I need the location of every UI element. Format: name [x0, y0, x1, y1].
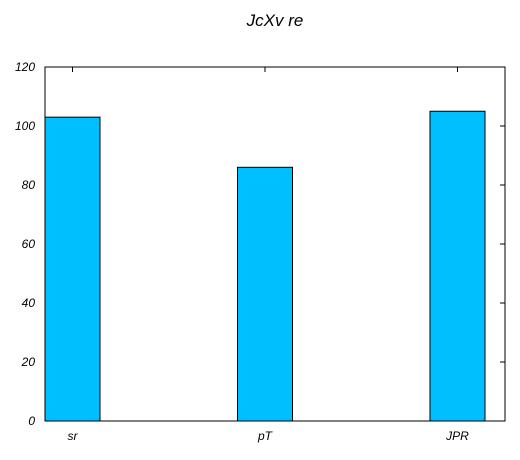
x-tick-label: sr	[68, 429, 79, 443]
y-tick-label: 20	[21, 355, 36, 369]
y-tick-label: 40	[22, 296, 36, 310]
y-tick-label: 0	[28, 414, 35, 428]
y-tick-label: 120	[15, 60, 35, 74]
x-tick-label: JPR	[445, 429, 469, 443]
bar-series	[44, 110, 486, 422]
bar-JPR	[429, 110, 486, 422]
x-axis: sr pT JPR	[68, 67, 469, 443]
y-tick-label: 80	[22, 178, 36, 192]
y-tick-label: 100	[15, 119, 35, 133]
bar-pT	[237, 166, 293, 422]
chart-title: JcXv re	[246, 11, 304, 30]
y-axis: 0 20 40 60 80 100 120	[15, 60, 505, 428]
y-tick-label: 60	[22, 237, 36, 251]
x-tick-label: pT	[257, 429, 274, 443]
bar-sr	[44, 116, 101, 422]
